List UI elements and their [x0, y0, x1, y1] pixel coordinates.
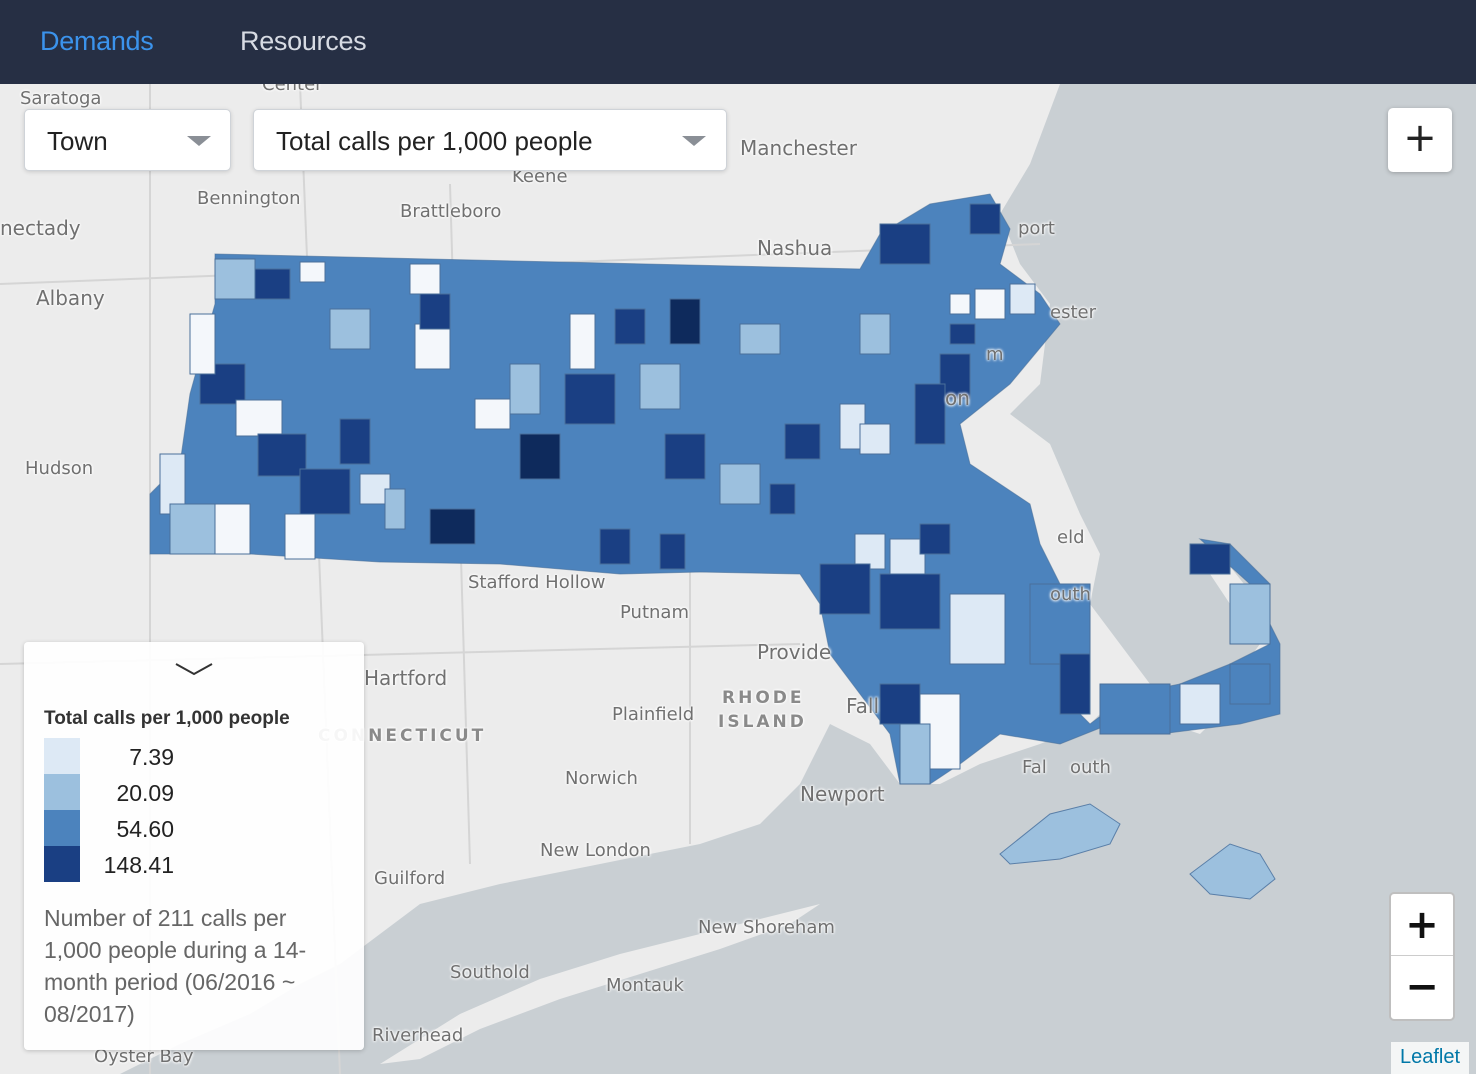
- geography-select[interactable]: Town: [24, 109, 231, 171]
- place-label: New London: [540, 840, 651, 861]
- place-label: Southold: [450, 962, 530, 983]
- place-label: nectady: [0, 216, 81, 240]
- legend-value: 148.41: [103, 852, 174, 878]
- legend-item: 20.09: [44, 774, 344, 810]
- zoom-out-button[interactable]: −: [1405, 964, 1439, 1010]
- legend-description: Number of 211 calls per 1,000 people dur…: [44, 905, 307, 1027]
- map-canvas[interactable]: Saratoga Center Manchester Keene Benning…: [0, 84, 1476, 1074]
- metric-select-value: Total calls per 1,000 people: [276, 126, 593, 156]
- tab-resources[interactable]: Resources: [240, 26, 367, 56]
- place-label: Fall: [846, 694, 880, 718]
- place-label: Fal: [1022, 757, 1047, 778]
- place-label: Norwich: [565, 768, 638, 789]
- place-label: m: [986, 344, 1004, 365]
- state-label: ISLAND: [718, 712, 807, 732]
- legend-item: 54.60: [44, 810, 344, 846]
- place-label: Plainfield: [612, 704, 695, 725]
- geography-select-value: Town: [47, 126, 108, 156]
- place-label: Brattleboro: [400, 201, 502, 222]
- long-island: [380, 904, 820, 1064]
- legend-panel: Total calls per 1,000 people 7.39 20.09 …: [24, 642, 364, 1050]
- legend-swatch: [44, 774, 80, 810]
- state-label: RHODE: [722, 688, 805, 708]
- place-label: Newport: [800, 782, 885, 806]
- place-label: port: [1018, 218, 1055, 239]
- legend-swatch: [44, 846, 80, 882]
- place-label: outh: [1070, 757, 1111, 778]
- marthas-vineyard: [999, 803, 1121, 865]
- attribution-link[interactable]: Leaflet: [1391, 1042, 1470, 1074]
- place-label: Nashua: [757, 236, 833, 260]
- place-label: outh: [1050, 584, 1091, 605]
- zoom-control: + −: [1389, 892, 1455, 1021]
- legend-value: 7.39: [129, 744, 174, 770]
- legend-value: 20.09: [116, 780, 174, 806]
- place-label: Manchester: [740, 136, 857, 160]
- place-label: Keene: [512, 166, 568, 187]
- place-label: Montauk: [606, 975, 684, 996]
- chevron-down-icon: [682, 136, 706, 146]
- legend-swatch: [44, 810, 80, 846]
- place-label: Stafford Hollow: [468, 572, 606, 593]
- place-label: ester: [1050, 302, 1096, 323]
- zoom-in-button[interactable]: +: [1391, 894, 1453, 956]
- place-label: Saratoga: [20, 88, 102, 109]
- place-label: Putnam: [620, 602, 689, 623]
- place-label: Albany: [36, 286, 105, 310]
- legend-title: Total calls per 1,000 people: [44, 708, 290, 729]
- place-label: New Shoreham: [698, 917, 835, 938]
- legend-item: 148.41: [44, 846, 344, 882]
- metric-select[interactable]: Total calls per 1,000 people: [253, 109, 727, 171]
- place-label: Hartford: [364, 666, 448, 690]
- chevron-down-icon: [187, 136, 211, 146]
- place-label: Hudson: [25, 458, 94, 479]
- legend-value: 54.60: [116, 816, 174, 842]
- chevron-down-icon[interactable]: [174, 660, 214, 680]
- add-button[interactable]: +: [1388, 108, 1452, 172]
- place-label: Guilford: [374, 868, 446, 889]
- place-label: Center: [262, 84, 323, 95]
- nantucket: [1189, 843, 1276, 900]
- place-label: eld: [1057, 527, 1085, 548]
- place-label: Riverhead: [372, 1025, 464, 1046]
- legend-item: 7.39: [44, 738, 344, 774]
- place-label: Oyster Bay: [94, 1046, 194, 1067]
- place-label: on: [945, 386, 970, 410]
- legend-swatch: [44, 738, 80, 774]
- top-nav: Demands Resources: [0, 0, 1476, 84]
- tab-demands[interactable]: Demands: [40, 26, 154, 56]
- place-label: Provide: [757, 640, 832, 664]
- town-shades: [159, 203, 1271, 785]
- place-label: Bennington: [197, 188, 301, 209]
